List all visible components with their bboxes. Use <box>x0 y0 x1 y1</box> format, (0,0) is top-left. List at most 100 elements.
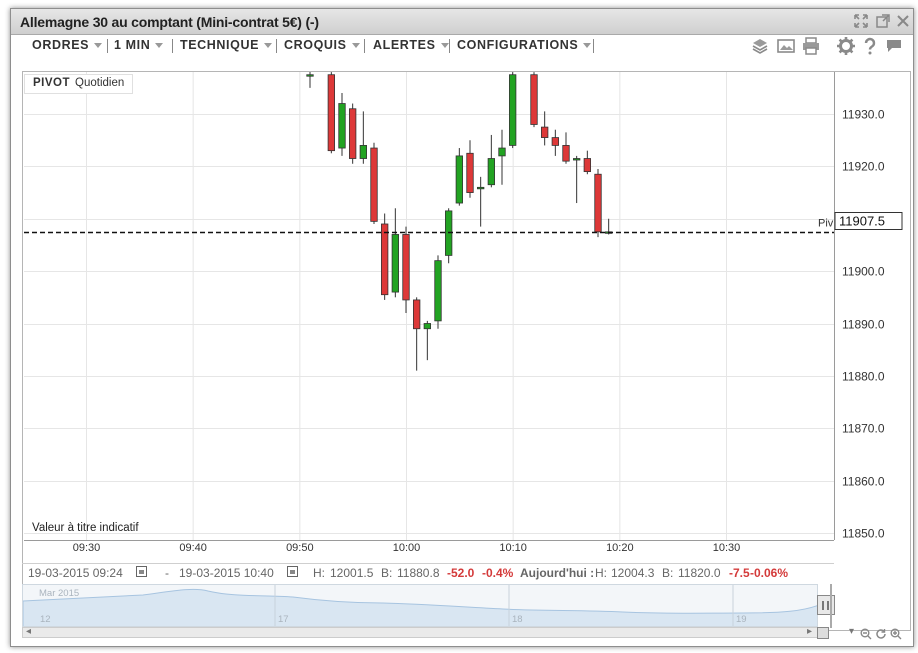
pivot-short-label: Piv <box>818 218 834 230</box>
today-change-pct: -0.06% <box>750 566 789 580</box>
x-tick-label: 10:10 <box>499 542 527 554</box>
candle-body <box>477 186 485 190</box>
maximize-icon[interactable] <box>853 13 869 29</box>
candle-body <box>594 173 602 233</box>
candle-body <box>455 155 463 204</box>
candle <box>338 93 346 156</box>
today-high-value: 12004.3 <box>611 566 655 580</box>
x-tick-label: 10:20 <box>606 542 634 554</box>
gear-icon[interactable] <box>836 36 856 56</box>
menu-configurations[interactable]: CONFIGURATIONS <box>457 38 592 52</box>
menu-configurations-label: CONFIGURATIONS <box>457 38 579 52</box>
menu-separator <box>276 39 277 53</box>
y-tick-label: 11930.0 <box>842 108 885 122</box>
menu-sketch[interactable]: CROQUIS <box>284 38 360 52</box>
layers-icon[interactable] <box>750 36 770 56</box>
reset-icon[interactable] <box>875 627 887 639</box>
expand-down-icon[interactable]: ▾ <box>849 626 855 637</box>
candle-body <box>423 323 431 330</box>
candle <box>391 208 399 298</box>
image-icon[interactable] <box>776 36 796 56</box>
menu-interval[interactable]: 1 MIN <box>114 38 164 52</box>
x-tick-label: 10:00 <box>393 542 421 554</box>
candle <box>349 103 357 164</box>
popout-icon[interactable] <box>875 13 891 29</box>
print-icon[interactable] <box>801 36 821 56</box>
today-change-value: -7.5 <box>729 566 750 580</box>
overview-month-label: Mar 2015 <box>39 588 80 599</box>
candle-body <box>541 126 549 138</box>
x-tick-label: 10:30 <box>713 542 741 554</box>
horizontal-scrollbar[interactable]: ◂ ▸ <box>22 626 818 638</box>
scroll-left-icon[interactable]: ◂ <box>26 626 32 637</box>
chevron-down-icon <box>351 43 360 49</box>
indicator-legend[interactable]: PIVOT Quotidien <box>24 74 134 94</box>
candle-body <box>349 108 357 159</box>
candle <box>583 150 591 175</box>
date-from[interactable]: 19-03-2015 09:24 <box>28 566 123 580</box>
candle-body <box>498 147 506 157</box>
candle <box>530 72 538 128</box>
menu-alerts[interactable]: ALERTES <box>373 38 449 52</box>
y-tick-label: 11860.0 <box>842 475 885 489</box>
candle <box>381 213 389 300</box>
candle-body <box>466 152 474 193</box>
pivot-value-label: 11907.5 <box>839 214 885 229</box>
date-to[interactable]: 19-03-2015 10:40 <box>179 566 274 580</box>
menu-separator <box>172 39 173 53</box>
change-pct: -0.4% <box>482 566 514 580</box>
candle-body <box>551 137 559 146</box>
candle-body <box>413 299 421 330</box>
menu-technique[interactable]: TECHNIQUE <box>180 38 273 52</box>
low-label: B: <box>381 566 393 580</box>
disclaimer-text: Valeur à titre indicatif <box>32 522 139 534</box>
chevron-down-icon <box>583 43 592 49</box>
high-label: H: <box>313 566 325 580</box>
overview-day-label: 19 <box>736 614 747 625</box>
candle-body <box>327 74 335 152</box>
chevron-down-icon <box>440 43 449 49</box>
overview-navigator[interactable]: Mar 2015 12 17 18 19 <box>22 584 818 627</box>
candle-body <box>583 158 591 173</box>
candle-body <box>402 234 410 301</box>
y-tick-label: 11920.0 <box>842 160 885 174</box>
x-tick-label: 09:50 <box>286 542 314 554</box>
zoom-in-icon[interactable] <box>890 627 902 640</box>
overview-day-label: 17 <box>278 614 289 625</box>
chevron-down-icon <box>155 43 164 49</box>
candle <box>413 297 421 371</box>
candle <box>477 176 485 227</box>
zoom-out-icon[interactable] <box>860 627 872 640</box>
today-high-label: H: <box>595 566 607 580</box>
x-tick-label: 09:40 <box>179 542 207 554</box>
chart-grid <box>24 72 834 540</box>
candle <box>306 72 314 88</box>
candle <box>455 148 463 206</box>
candles <box>306 72 613 371</box>
candle-body <box>381 223 389 296</box>
navigator-handle[interactable] <box>817 595 835 615</box>
close-icon[interactable] <box>895 13 911 29</box>
menu-orders[interactable]: ORDRES <box>32 38 103 52</box>
scroll-thumb[interactable] <box>817 627 829 639</box>
candle <box>370 142 378 224</box>
pivot-value-box <box>834 212 903 230</box>
candle <box>562 132 570 164</box>
candle <box>509 72 517 149</box>
today-low-value: 11820.0 <box>678 566 721 580</box>
candle <box>327 72 335 154</box>
menu-separator <box>364 39 365 53</box>
candle <box>466 140 474 198</box>
title-bar: Allemagne 30 au comptant (Mini-contrat 5… <box>11 9 913 35</box>
menu-orders-label: ORDRES <box>32 38 90 52</box>
help-icon[interactable] <box>860 36 880 56</box>
candle <box>423 320 431 361</box>
high-value: 12001.5 <box>330 566 374 580</box>
scroll-right-icon[interactable]: ▸ <box>807 626 813 637</box>
y-tick-label: 11880.0 <box>842 370 885 384</box>
y-tick-label: 11900.0 <box>842 265 885 279</box>
candle-body <box>509 74 517 146</box>
today-label: Aujourd'hui : <box>520 566 595 580</box>
flag-icon[interactable] <box>884 36 904 56</box>
